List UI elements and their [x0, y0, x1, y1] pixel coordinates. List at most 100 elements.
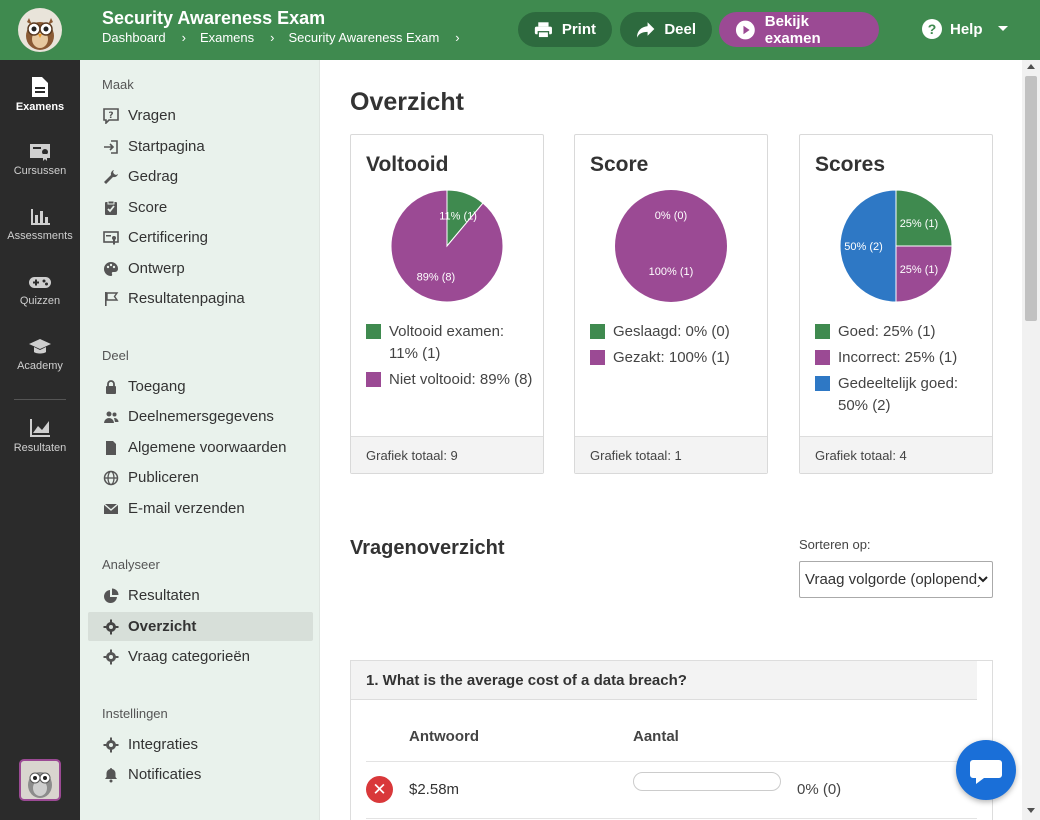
- print-button[interactable]: Print: [518, 12, 612, 47]
- sidebar-item-resultatenpagina[interactable]: Resultatenpagina: [88, 284, 313, 313]
- legend-swatch: [590, 350, 605, 365]
- card-title: Scores: [815, 153, 886, 176]
- sidebar-item-algemene-voorwaarden[interactable]: Algemene voorwaarden: [88, 433, 313, 462]
- wrench-icon: [104, 169, 118, 184]
- sidebar-item-certificering[interactable]: Certificering: [88, 223, 313, 252]
- scrollbar[interactable]: [1022, 60, 1040, 820]
- legend-swatch: [815, 324, 830, 339]
- card-footer: Grafiek totaal: 4: [800, 436, 992, 473]
- legend-item[interactable]: Geslaagd: 0% (0): [590, 321, 760, 343]
- pie-slice[interactable]: [391, 190, 503, 302]
- legend-item[interactable]: Gezakt: 100% (1): [590, 347, 760, 369]
- rail-item-cursussen[interactable]: Cursussen: [0, 142, 80, 177]
- pie-slice[interactable]: [895, 245, 952, 302]
- row-divider: [366, 818, 977, 819]
- sidebar-item-label: Resultatenpagina: [128, 290, 245, 307]
- rail-item-assessments[interactable]: Assessments: [0, 207, 80, 242]
- rail-item-resultaten[interactable]: Resultaten: [0, 417, 80, 454]
- sidebar-item-label: Algemene voorwaarden: [128, 439, 287, 456]
- sort-select[interactable]: Vraag volgorde (oplopend): [799, 561, 993, 598]
- legend-item[interactable]: Niet voltooid: 89% (8): [366, 369, 536, 391]
- sidebar-heading-deel: Deel: [102, 348, 129, 363]
- sidebar-item-label: Certificering: [128, 229, 209, 246]
- rail-label: Quizzen: [19, 295, 61, 307]
- column-header-answer: Antwoord: [409, 728, 479, 745]
- sidebar-item-email-verzenden[interactable]: E-mail verzenden: [88, 494, 313, 523]
- legend-item[interactable]: Goed: 25% (1): [815, 321, 985, 343]
- pie-chart-voltooid: 11% (1) 89% (8): [391, 190, 503, 302]
- scroll-up-arrow-icon[interactable]: [1027, 64, 1035, 69]
- legend-item[interactable]: Gedeeltelijk goed: 50% (2): [815, 373, 985, 417]
- bar-chart-icon: [31, 209, 50, 225]
- breadcrumb-dashboard[interactable]: Dashboard: [102, 30, 166, 45]
- sidebar-item-integraties[interactable]: Integraties: [88, 730, 313, 759]
- legend-label: Gedeeltelijk goed: 50% (2): [838, 375, 959, 414]
- view-exam-label: Bekijk examen: [764, 12, 821, 47]
- sidebar-item-resultaten[interactable]: Resultaten: [88, 581, 313, 610]
- legend-swatch: [590, 324, 605, 339]
- chart-legend: Voltooid examen: 11% (1) Niet voltooid: 8…: [366, 321, 536, 395]
- sidebar-item-toegang[interactable]: Toegang: [88, 372, 313, 401]
- share-label: Deel: [664, 21, 696, 38]
- answer-count: 0% (0): [797, 781, 842, 798]
- sidebar-item-gedrag[interactable]: Gedrag: [88, 162, 313, 191]
- question-card: 1. What is the average cost of a data br…: [350, 660, 993, 820]
- scrollbar-thumb[interactable]: [1025, 76, 1037, 321]
- scroll-down-arrow-icon[interactable]: [1027, 808, 1035, 813]
- legend-item[interactable]: Incorrect: 25% (1): [815, 347, 985, 369]
- question-circle-icon: ?: [922, 19, 942, 39]
- users-icon: [104, 411, 119, 423]
- sidebar-heading-analyseer: Analyseer: [102, 557, 160, 572]
- rail-item-examens[interactable]: Examens: [0, 76, 80, 113]
- sidebar-item-publiceren[interactable]: Publiceren: [88, 463, 313, 492]
- sidebar-heading-maak: Maak: [102, 77, 134, 92]
- sidebar-item-notificaties[interactable]: Notificaties: [88, 760, 313, 789]
- sidebar-item-startpagina[interactable]: Startpagina: [88, 132, 313, 161]
- sidebar-item-overzicht[interactable]: Overzicht: [88, 612, 313, 641]
- sidebar-item-vraag-categorieen[interactable]: Vraag categorieën: [88, 642, 313, 671]
- clipboard-check-icon: [105, 200, 117, 215]
- rail-label: Cursussen: [13, 165, 67, 177]
- question-title: 1. What is the average cost of a data br…: [351, 661, 977, 700]
- help-menu[interactable]: ? Help: [922, 19, 1009, 39]
- user-avatar[interactable]: [19, 759, 61, 801]
- sidebar-item-vragen[interactable]: ? Vragen: [88, 101, 313, 130]
- pie-slice[interactable]: [615, 190, 727, 302]
- legend-item[interactable]: Voltooid examen: 11% (1): [366, 321, 536, 365]
- pie-slice[interactable]: [840, 190, 897, 302]
- breadcrumb-exam[interactable]: Security Awareness Exam: [288, 30, 440, 45]
- exam-title: Security Awareness Exam: [102, 8, 326, 28]
- rail-item-academy[interactable]: Academy: [0, 337, 80, 372]
- sidebar-item-label: Publiceren: [128, 469, 199, 486]
- sidebar-item-ontwerp[interactable]: Ontwerp: [88, 254, 313, 283]
- legend-swatch: [815, 376, 830, 391]
- icon-rail: Examens Cursussen Assessments Quizzen Ac…: [0, 60, 80, 820]
- pie-slice[interactable]: [895, 190, 952, 247]
- gamepad-icon: [29, 277, 51, 288]
- rail-item-quizzen[interactable]: Quizzen: [0, 272, 80, 307]
- breadcrumb-examens[interactable]: Examens: [199, 30, 255, 45]
- sidebar-item-label: Overzicht: [128, 618, 197, 635]
- chat-button[interactable]: [956, 740, 1016, 800]
- view-exam-button[interactable]: Bekijk examen: [719, 12, 879, 47]
- owl-logo-icon[interactable]: [18, 8, 62, 52]
- pie-icon: [104, 588, 119, 603]
- sidebar-item-score[interactable]: Score: [88, 193, 313, 222]
- globe-icon: [103, 470, 119, 485]
- card-title: Score: [590, 153, 649, 176]
- graduation-cap-icon: [29, 339, 51, 354]
- column-header-count: Aantal: [633, 728, 679, 745]
- bell-icon: [105, 767, 117, 782]
- sidebar-item-label: Notificaties: [128, 766, 202, 783]
- sign-in-icon: [104, 139, 118, 154]
- chevron-right-icon: ›: [270, 30, 275, 45]
- incorrect-x-icon: ✕: [366, 776, 393, 803]
- share-button[interactable]: Deel: [620, 12, 712, 47]
- sidebar-item-label: Toegang: [128, 378, 186, 395]
- main-content: Overzicht Voltooid 11% (1) 89% (8) Voltoo…: [320, 60, 1022, 820]
- share-arrow-icon: [636, 21, 655, 38]
- sidebar-item-label: Ontwerp: [128, 260, 185, 277]
- sidebar-item-deelnemersgegevens[interactable]: Deelnemersgegevens: [88, 402, 313, 431]
- pie-slice-label: 0% (0): [655, 210, 687, 222]
- legend-label: Geslaagd: 0% (0): [613, 323, 730, 340]
